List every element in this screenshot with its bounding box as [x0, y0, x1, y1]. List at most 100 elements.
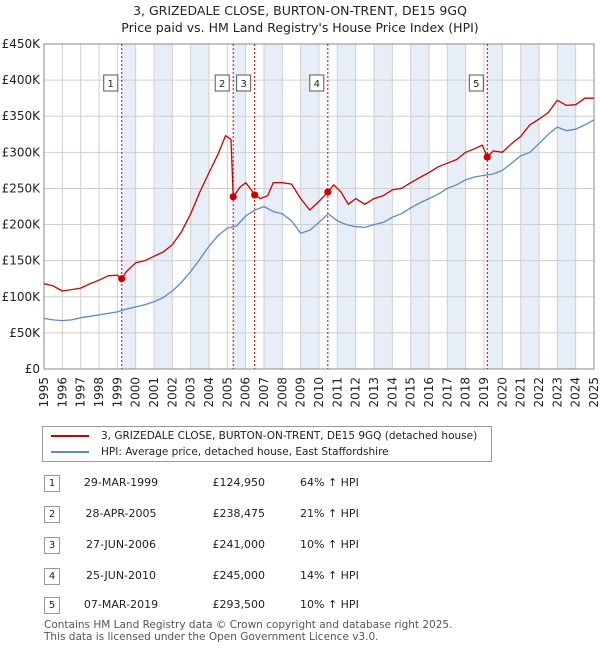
- x-tick-label: 2018: [459, 377, 473, 408]
- x-tick-label: 2016: [422, 377, 436, 408]
- sale-number: 4: [44, 568, 60, 585]
- x-tick-label: 2011: [330, 377, 344, 408]
- x-tick-label: 2015: [404, 377, 418, 408]
- x-tick-label: 2014: [385, 377, 399, 408]
- sale-point: [229, 193, 237, 201]
- legend-item-property: 3, GRIZEDALE CLOSE, BURTON-ON-TRENT, DE1…: [43, 428, 477, 444]
- shaded-band: [557, 44, 576, 369]
- x-tick-label: 2004: [202, 377, 216, 408]
- sale-row: 2 28-APR-2005 £238,475 21% ↑ HPI: [0, 504, 600, 524]
- x-tick-label: 2024: [569, 377, 583, 408]
- shaded-band: [264, 44, 283, 369]
- sale-date: 07-MAR-2019: [83, 598, 159, 611]
- shaded-band: [487, 44, 503, 369]
- sale-row: 3 27-JUN-2006 £241,000 10% ↑ HPI: [0, 535, 600, 555]
- y-tick-label: £100K: [2, 290, 42, 304]
- sale-date: 29-MAR-1999: [83, 476, 159, 489]
- shaded-band: [337, 44, 356, 369]
- y-tick-label: £350K: [2, 109, 42, 123]
- sale-price: £245,000: [212, 569, 266, 582]
- hpi-line: [43, 119, 595, 322]
- shaded-band: [374, 44, 393, 369]
- x-tick-label: 1999: [110, 377, 124, 408]
- sale-price: £124,950: [212, 476, 266, 489]
- x-tick-label: 2017: [440, 377, 454, 408]
- y-tick-label: £400K: [2, 73, 42, 87]
- y-tick-label: £50K: [9, 326, 41, 340]
- sale-marker-box: [468, 74, 484, 92]
- sale-marker-box: [214, 74, 230, 92]
- sale-number: 3: [44, 537, 60, 554]
- sale-price: £238,475: [212, 507, 266, 520]
- sale-price: £293,500: [212, 598, 266, 611]
- property-price-line: [43, 97, 594, 292]
- sale-marker-box: [103, 74, 119, 92]
- x-tick-label: 2007: [257, 377, 271, 408]
- sale-marker-label: 4: [314, 79, 320, 90]
- sale-marker-label: 5: [473, 79, 479, 90]
- sale-date: 27-JUN-2006: [85, 538, 157, 551]
- sale-marker-label: 2: [219, 79, 225, 90]
- legend-label-property: 3, GRIZEDALE CLOSE, BURTON-ON-TRENT, DE1…: [101, 430, 478, 442]
- x-tick-label: 2013: [367, 377, 381, 408]
- x-tick-label: 2001: [147, 377, 161, 408]
- legend: 3, GRIZEDALE CLOSE, BURTON-ON-TRENT, DE1…: [42, 426, 492, 462]
- legend-label-hpi: HPI: Average price, detached house, East…: [101, 446, 389, 458]
- shaded-band: [121, 44, 136, 369]
- sale-point: [483, 153, 491, 161]
- chart-subtitle: Price paid vs. HM Land Registry's House …: [121, 20, 479, 35]
- y-tick-label: £0: [25, 362, 40, 376]
- y-tick-label: £300K: [2, 145, 42, 159]
- sale-point: [324, 188, 332, 196]
- sale-date: 28-APR-2005: [85, 507, 157, 520]
- x-tick-label: 2019: [477, 377, 491, 408]
- x-tick-label: 2003: [184, 377, 198, 408]
- sale-marker-label: 3: [240, 79, 246, 90]
- legend-swatch-hpi: [51, 451, 89, 453]
- footer-copyright: Contains HM Land Registry data © Crown c…: [44, 619, 453, 631]
- legend-swatch-property: [51, 435, 89, 437]
- y-tick-label: £150K: [2, 254, 42, 268]
- sale-marker-box: [309, 74, 325, 92]
- x-tick-label: 1998: [92, 377, 106, 408]
- chart-title: 3, GRIZEDALE CLOSE, BURTON-ON-TRENT, DE1…: [133, 3, 467, 18]
- footer-licence: This data is licensed under the Open Gov…: [44, 631, 379, 643]
- shaded-band: [190, 44, 209, 369]
- sale-hpi-diff: 14% ↑ HPI: [300, 569, 359, 582]
- sale-marker-label: 1: [108, 79, 114, 90]
- x-tick-label: 2002: [165, 377, 179, 408]
- x-tick-label: 1997: [74, 377, 88, 408]
- sale-point: [118, 275, 126, 283]
- x-tick-label: 2006: [239, 377, 253, 408]
- y-tick-label: £250K: [2, 181, 42, 195]
- x-tick-label: 2012: [349, 377, 363, 408]
- plot-frame: [43, 43, 595, 370]
- shaded-band: [520, 44, 539, 369]
- sale-price: £241,000: [212, 538, 266, 551]
- x-tick-label: 2009: [294, 377, 308, 408]
- legend-item-hpi: HPI: Average price, detached house, East…: [43, 444, 389, 460]
- sale-hpi-diff: 10% ↑ HPI: [300, 538, 359, 551]
- shaded-band: [300, 44, 319, 369]
- sale-number: 2: [44, 506, 60, 523]
- shaded-band: [410, 44, 429, 369]
- price-chart: £0 £50K £100K £150K £200K £250K £300K £350K £400…: [2, 37, 600, 408]
- x-tick-label: 1995: [37, 377, 51, 408]
- sale-marker-box: [236, 74, 252, 92]
- shaded-band: [154, 44, 173, 369]
- sale-hpi-diff: 64% ↑ HPI: [300, 476, 359, 489]
- sale-row: 4 25-JUN-2010 £245,000 14% ↑ HPI: [0, 566, 600, 586]
- sale-row: 5 07-MAR-2019 £293,500 10% ↑ HPI: [0, 595, 600, 615]
- sale-row: 1 29-MAR-1999 £124,950 64% ↑ HPI: [0, 473, 600, 493]
- shaded-band: [447, 44, 466, 369]
- x-tick-label: 2025: [587, 377, 600, 408]
- sale-number: 5: [44, 597, 60, 614]
- shaded-band: [233, 44, 246, 369]
- x-tick-label: 2023: [550, 377, 564, 408]
- x-tick-label: 2022: [532, 377, 546, 408]
- x-tick-label: 2020: [495, 377, 509, 408]
- x-tick-label: 2005: [220, 377, 234, 408]
- sale-hpi-diff: 10% ↑ HPI: [300, 598, 359, 611]
- x-tick-label: 2010: [312, 377, 326, 408]
- sale-date: 25-JUN-2010: [85, 569, 157, 582]
